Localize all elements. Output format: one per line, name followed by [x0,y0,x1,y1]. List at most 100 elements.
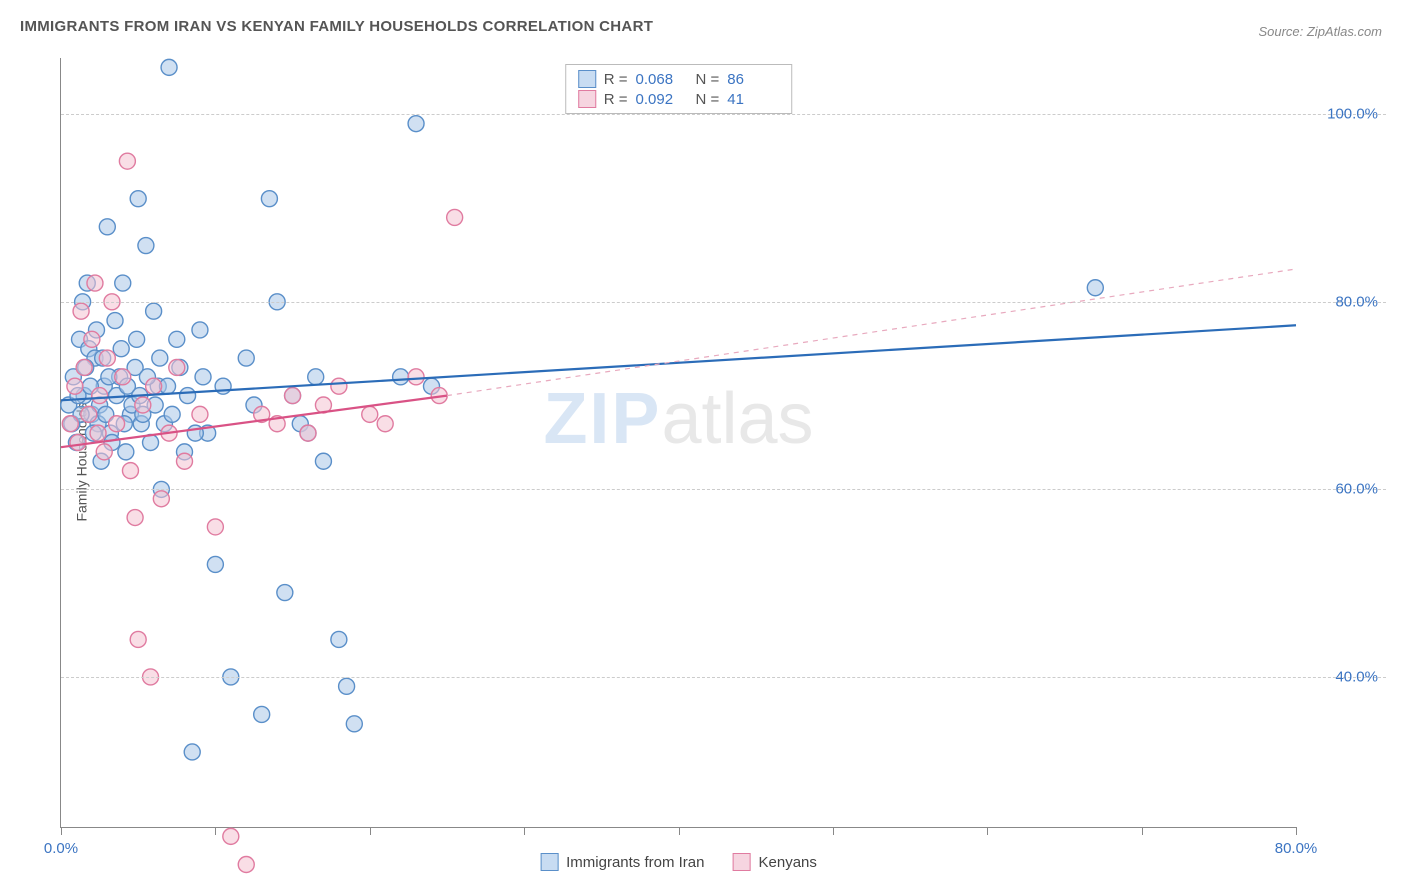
stat-n-value: 41 [727,91,779,108]
data-point [113,341,129,357]
data-point [207,519,223,535]
legend-item: Immigrants from Iran [540,853,704,871]
data-point [169,331,185,347]
gridline [61,302,1386,303]
data-point [177,453,193,469]
data-point [115,275,131,291]
legend-item: Kenyans [733,853,817,871]
data-point [90,425,106,441]
stat-legend-row: R = 0.092 N = 41 [578,89,780,109]
chart-container: Family Households ZIPatlas R = 0.068 N =… [16,48,1386,876]
data-point [362,406,378,422]
data-point [300,425,316,441]
gridline [61,677,1386,678]
data-point [393,369,409,385]
data-point [84,331,100,347]
data-point [153,491,169,507]
data-point [109,416,125,432]
plot-area: ZIPatlas R = 0.068 N = 86 R = 0.092 N = … [60,58,1296,828]
data-point [152,350,168,366]
data-point [346,716,362,732]
x-tick [833,827,834,835]
data-point [87,275,103,291]
data-point [127,510,143,526]
data-point [129,331,145,347]
data-point [195,369,211,385]
data-point [92,388,108,404]
x-tick [370,827,371,835]
data-point [115,369,131,385]
x-tick-label: 0.0% [44,840,78,857]
data-point [408,369,424,385]
x-tick [215,827,216,835]
data-point [67,378,83,394]
data-point [261,191,277,207]
data-point [254,706,270,722]
data-point [169,359,185,375]
x-tick [679,827,680,835]
source-label: Source: ZipAtlas.com [1258,24,1382,39]
data-point [331,378,347,394]
data-point [339,678,355,694]
x-tick [61,827,62,835]
data-point [161,59,177,75]
legend-swatch [540,853,558,871]
data-point [119,153,135,169]
legend-label: Kenyans [759,854,817,871]
data-point [122,463,138,479]
y-tick-label: 60.0% [1335,481,1378,498]
data-point [207,556,223,572]
data-point [223,828,239,844]
data-point [130,631,146,647]
data-point [180,388,196,404]
data-point [164,406,180,422]
legend-swatch [578,90,596,108]
stat-r-value: 0.092 [636,91,688,108]
data-point [331,631,347,647]
x-tick [1142,827,1143,835]
x-tick-label: 80.0% [1275,840,1318,857]
stat-legend: R = 0.068 N = 86 R = 0.092 N = 41 [565,64,793,114]
data-point [377,416,393,432]
data-point [118,444,134,460]
data-point [192,406,208,422]
data-point [238,350,254,366]
legend-label: Immigrants from Iran [566,854,704,871]
data-point [192,322,208,338]
data-point [107,313,123,329]
stat-n-label: N = [696,71,720,88]
data-point [447,209,463,225]
data-point [308,369,324,385]
data-point [135,397,151,413]
x-tick [524,827,525,835]
legend-swatch [578,70,596,88]
data-point [315,453,331,469]
data-point [138,238,154,254]
data-point [146,303,162,319]
data-point [70,435,86,451]
chart-title: IMMIGRANTS FROM IRAN VS KENYAN FAMILY HO… [20,18,653,35]
stat-n-label: N = [696,91,720,108]
data-point [81,406,97,422]
legend-swatch [733,853,751,871]
stat-r-value: 0.068 [636,71,688,88]
gridline [61,114,1386,115]
series-legend: Immigrants from Iran Kenyans [540,853,817,871]
data-point [277,585,293,601]
stat-n-value: 86 [727,71,779,88]
plot-svg [61,58,1296,827]
data-point [238,857,254,873]
gridline [61,489,1386,490]
data-point [184,744,200,760]
data-point [73,303,89,319]
stat-r-label: R = [604,71,628,88]
data-point [99,350,115,366]
data-point [146,378,162,394]
data-point [76,359,92,375]
y-tick-label: 80.0% [1335,293,1378,310]
stat-r-label: R = [604,91,628,108]
y-tick-label: 100.0% [1327,106,1378,123]
data-point [96,444,112,460]
stat-legend-row: R = 0.068 N = 86 [578,69,780,89]
x-tick [1296,827,1297,835]
